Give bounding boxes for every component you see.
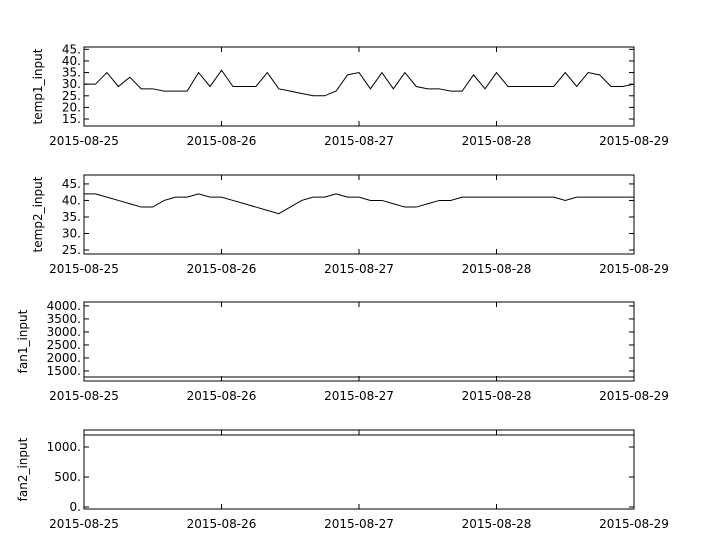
y-tick-label: 30. (62, 77, 81, 91)
plot-frame (83, 174, 635, 255)
y-tick-label: 45. (62, 42, 81, 56)
y-tick-label: 20. (62, 100, 81, 114)
x-tick-label: 2015-08-27 (324, 134, 394, 148)
data-line (84, 193, 634, 215)
x-tick-label: 2015-08-29 (599, 517, 669, 531)
x-tick-label: 2015-08-25 (49, 517, 119, 531)
x-tick-label: 2015-08-29 (599, 134, 669, 148)
x-tick-label: 2015-08-26 (187, 517, 257, 531)
x-tick-label: 2015-08-27 (324, 389, 394, 403)
x-tick-label: 2015-08-27 (324, 262, 394, 276)
y-tick-label: 4000. (47, 299, 81, 313)
y-tick-label: 1000. (47, 440, 81, 454)
y-axis-label: temp1_input (31, 48, 45, 124)
plot-frame (83, 301, 635, 382)
plot-frame (83, 429, 635, 510)
y-tick-label: 40. (62, 54, 81, 68)
y-tick-label: 35. (62, 66, 81, 80)
y-tick-label: 25. (62, 89, 81, 103)
data-line (84, 69, 635, 97)
y-tick-label: 0. (70, 500, 81, 514)
x-tick-label: 2015-08-28 (462, 262, 532, 276)
x-tick-label: 2015-08-28 (462, 517, 532, 531)
y-tick-label: 2500. (47, 338, 81, 352)
y-tick-label: 3000. (47, 325, 81, 339)
y-tick-label: 25. (62, 243, 81, 257)
x-tick-label: 2015-08-25 (49, 134, 119, 148)
x-tick-label: 2015-08-26 (187, 262, 257, 276)
x-tick-label: 2015-08-28 (462, 389, 532, 403)
x-tick-label: 2015-08-28 (462, 134, 532, 148)
x-tick-label: 2015-08-25 (49, 262, 119, 276)
y-axis-label: fan2_input (16, 437, 30, 501)
y-tick-label: 40. (62, 193, 81, 207)
y-tick-label: 500. (54, 470, 81, 484)
x-tick-label: 2015-08-25 (49, 389, 119, 403)
y-tick-label: 35. (62, 210, 81, 224)
y-tick-label: 1500. (47, 364, 81, 378)
y-axis-label: fan1_input (16, 309, 30, 373)
x-tick-label: 2015-08-27 (324, 517, 394, 531)
x-tick-label: 2015-08-29 (599, 262, 669, 276)
x-tick-label: 2015-08-26 (187, 389, 257, 403)
x-tick-label: 2015-08-29 (599, 389, 669, 403)
y-tick-label: 30. (62, 227, 81, 241)
y-tick-label: 15. (62, 112, 81, 126)
y-axis-label: temp2_input (31, 176, 45, 252)
y-tick-label: 45. (62, 177, 81, 191)
y-tick-label: 2000. (47, 351, 81, 365)
x-tick-label: 2015-08-26 (187, 134, 257, 148)
y-tick-label: 3500. (47, 312, 81, 326)
